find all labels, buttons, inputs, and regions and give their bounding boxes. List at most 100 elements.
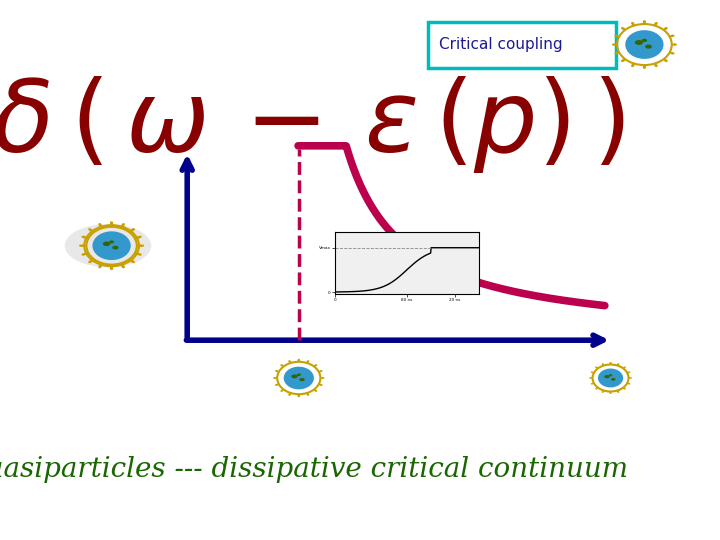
Ellipse shape (631, 64, 634, 67)
Ellipse shape (89, 260, 92, 263)
Ellipse shape (621, 59, 625, 62)
Ellipse shape (110, 265, 113, 268)
Ellipse shape (614, 52, 619, 55)
Ellipse shape (611, 378, 616, 381)
Ellipse shape (79, 245, 84, 247)
Ellipse shape (614, 35, 619, 37)
Ellipse shape (112, 246, 119, 249)
Ellipse shape (139, 245, 144, 247)
Ellipse shape (624, 367, 626, 368)
Ellipse shape (595, 367, 598, 368)
Ellipse shape (288, 393, 291, 396)
Ellipse shape (609, 374, 612, 376)
Ellipse shape (135, 252, 140, 255)
Ellipse shape (137, 253, 142, 255)
Ellipse shape (99, 265, 102, 268)
Ellipse shape (645, 45, 652, 49)
Ellipse shape (664, 59, 667, 62)
Ellipse shape (319, 370, 323, 372)
Ellipse shape (297, 394, 300, 397)
Ellipse shape (131, 228, 135, 231)
Ellipse shape (635, 40, 643, 45)
Ellipse shape (602, 363, 604, 366)
Ellipse shape (617, 390, 619, 393)
Circle shape (94, 232, 130, 259)
Ellipse shape (280, 389, 284, 392)
Ellipse shape (131, 260, 135, 263)
Ellipse shape (670, 52, 675, 55)
Ellipse shape (314, 389, 318, 392)
Ellipse shape (122, 265, 125, 268)
Ellipse shape (99, 223, 102, 227)
Ellipse shape (135, 237, 140, 239)
Ellipse shape (664, 27, 667, 30)
Text: No quasiparticles --- dissipative critical continuum: No quasiparticles --- dissipative critic… (0, 456, 629, 483)
Ellipse shape (621, 27, 625, 30)
Ellipse shape (624, 388, 626, 389)
Ellipse shape (595, 388, 598, 389)
Ellipse shape (120, 264, 124, 267)
Ellipse shape (110, 221, 113, 225)
Ellipse shape (307, 393, 310, 396)
Ellipse shape (612, 43, 617, 46)
Text: Critical coupling: Critical coupling (439, 37, 563, 52)
FancyBboxPatch shape (428, 22, 616, 68)
Ellipse shape (89, 228, 92, 231)
Circle shape (284, 367, 314, 389)
Ellipse shape (643, 20, 646, 24)
Ellipse shape (297, 359, 300, 362)
Ellipse shape (589, 377, 593, 379)
Ellipse shape (604, 375, 610, 378)
Ellipse shape (103, 241, 110, 246)
Ellipse shape (320, 377, 325, 379)
Ellipse shape (110, 266, 113, 270)
Ellipse shape (297, 374, 301, 376)
Ellipse shape (617, 363, 619, 366)
Ellipse shape (602, 390, 604, 393)
Ellipse shape (654, 22, 657, 25)
Ellipse shape (81, 236, 86, 238)
Ellipse shape (627, 383, 631, 384)
Ellipse shape (120, 225, 124, 228)
Ellipse shape (300, 378, 305, 381)
Ellipse shape (670, 35, 675, 37)
Ellipse shape (643, 65, 646, 69)
Ellipse shape (654, 64, 657, 67)
Circle shape (625, 30, 664, 59)
Ellipse shape (99, 225, 103, 228)
Ellipse shape (137, 245, 142, 247)
Ellipse shape (642, 39, 647, 42)
Ellipse shape (84, 252, 88, 255)
Ellipse shape (307, 360, 310, 363)
Ellipse shape (110, 223, 113, 227)
Ellipse shape (90, 230, 94, 232)
Ellipse shape (65, 224, 151, 267)
Ellipse shape (84, 237, 88, 239)
Ellipse shape (590, 372, 594, 373)
Ellipse shape (137, 236, 142, 238)
Ellipse shape (109, 240, 114, 243)
Ellipse shape (122, 223, 125, 227)
Ellipse shape (291, 374, 298, 379)
Text: $Z\delta\,(\,\omega\,-\,\varepsilon\,(p)\,)$: $Z\delta\,(\,\omega\,-\,\varepsilon\,(p)… (0, 73, 625, 175)
Ellipse shape (90, 259, 94, 262)
Ellipse shape (609, 362, 612, 364)
Ellipse shape (609, 392, 612, 394)
Ellipse shape (275, 370, 279, 372)
Ellipse shape (275, 384, 279, 386)
Ellipse shape (590, 383, 594, 384)
Ellipse shape (280, 364, 284, 367)
Ellipse shape (130, 259, 133, 262)
Ellipse shape (319, 384, 323, 386)
Ellipse shape (130, 230, 133, 232)
Ellipse shape (631, 22, 634, 25)
Ellipse shape (273, 377, 277, 379)
Circle shape (598, 368, 623, 388)
Ellipse shape (102, 241, 110, 246)
Ellipse shape (112, 246, 119, 250)
Ellipse shape (81, 253, 86, 255)
Ellipse shape (672, 43, 677, 46)
Ellipse shape (627, 372, 631, 373)
Ellipse shape (314, 364, 318, 367)
Ellipse shape (288, 360, 291, 363)
